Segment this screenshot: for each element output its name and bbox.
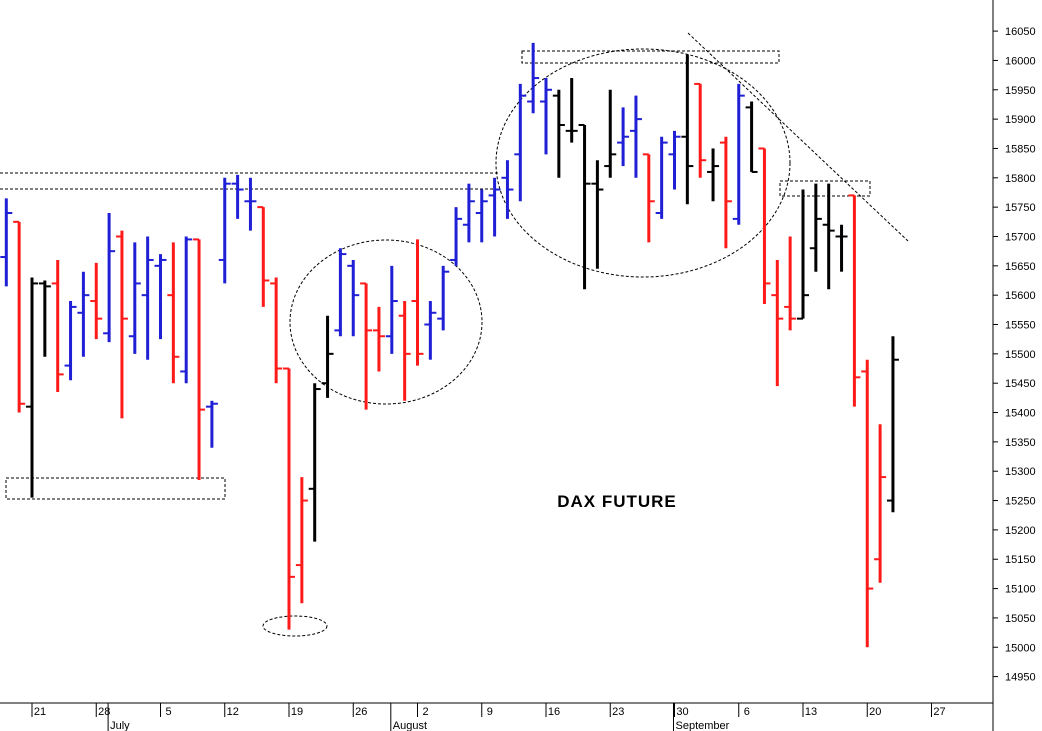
ellipse — [289, 239, 483, 405]
y-tick-label: 15200 — [1005, 525, 1036, 537]
y-tick-label: 15700 — [1005, 231, 1036, 243]
month-label: September — [676, 720, 730, 731]
y-tick-label: 15050 — [1005, 613, 1036, 625]
y-tick-label: 15400 — [1005, 408, 1036, 420]
x-tick-label: 26 — [355, 706, 367, 718]
trend-line — [687, 32, 909, 242]
y-tick-label: 15850 — [1005, 143, 1036, 155]
y-tick-label: 15150 — [1005, 554, 1036, 566]
y-tick-label: 14950 — [1005, 672, 1036, 684]
x-tick-label: 5 — [165, 706, 171, 718]
x-tick-label: 20 — [869, 706, 881, 718]
y-tick-label: 15350 — [1005, 437, 1036, 449]
y-tick-label: 15000 — [1005, 642, 1036, 654]
x-tick-label: 30 — [676, 706, 688, 718]
y-tick-label: 15750 — [1005, 202, 1036, 214]
ellipse — [495, 48, 791, 278]
x-tick-label: 28 — [98, 706, 110, 718]
y-tick-label: 15600 — [1005, 290, 1036, 302]
x-tick-label: 9 — [487, 706, 493, 718]
y-tick-label: 15950 — [1005, 85, 1036, 97]
x-tick-label: 16 — [548, 706, 560, 718]
y-tick-label: 16050 — [1005, 26, 1036, 38]
y-tick-label: 15650 — [1005, 261, 1036, 273]
x-tick-label: 12 — [227, 706, 239, 718]
x-tick-label: 27 — [933, 706, 945, 718]
y-tick-label: 15100 — [1005, 584, 1036, 596]
support-box — [5, 477, 226, 500]
y-tick-label: 15550 — [1005, 320, 1036, 332]
y-tick-label: 15800 — [1005, 173, 1036, 185]
ellipse — [262, 615, 328, 637]
top-box — [521, 50, 780, 64]
x-tick-label: 21 — [34, 706, 46, 718]
x-tick-label: 13 — [805, 706, 817, 718]
y-tick-label: 16000 — [1005, 55, 1036, 67]
x-tick-label: 19 — [291, 706, 303, 718]
x-tick-label: 6 — [744, 706, 750, 718]
y-tick-label: 15250 — [1005, 496, 1036, 508]
month-label: July — [110, 720, 130, 731]
chart-title: DAX FUTURE — [557, 492, 677, 511]
x-tick-label: 2 — [422, 706, 428, 718]
y-tick-label: 15500 — [1005, 349, 1036, 361]
y-tick-label: 15300 — [1005, 466, 1036, 478]
y-tick-label: 15900 — [1005, 114, 1036, 126]
y-tick-label: 15450 — [1005, 378, 1036, 390]
box — [779, 180, 871, 197]
x-tick-label: 23 — [612, 706, 624, 718]
month-label: August — [393, 720, 427, 731]
